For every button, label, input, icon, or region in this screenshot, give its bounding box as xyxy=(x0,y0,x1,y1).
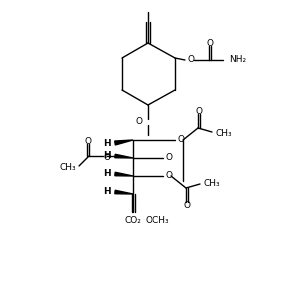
Text: H: H xyxy=(103,138,111,147)
Text: O: O xyxy=(166,153,173,162)
Polygon shape xyxy=(115,140,133,145)
Text: CH₃: CH₃ xyxy=(216,129,233,138)
Text: CH₃: CH₃ xyxy=(59,164,76,173)
Polygon shape xyxy=(115,190,133,194)
Text: CH₃: CH₃ xyxy=(204,179,221,188)
Text: O: O xyxy=(196,107,203,116)
Text: H: H xyxy=(103,151,111,160)
Text: H: H xyxy=(103,188,111,197)
Text: O: O xyxy=(178,135,185,144)
Polygon shape xyxy=(115,172,133,176)
Text: O: O xyxy=(188,56,195,65)
Text: H: H xyxy=(103,169,111,179)
Text: O: O xyxy=(104,153,111,162)
Text: O: O xyxy=(184,201,191,210)
Text: CO₂: CO₂ xyxy=(125,216,141,225)
Text: NH₂: NH₂ xyxy=(229,56,246,65)
Text: O: O xyxy=(207,39,214,47)
Text: O: O xyxy=(136,116,143,125)
Polygon shape xyxy=(115,154,133,158)
Text: O: O xyxy=(166,171,173,180)
Text: O: O xyxy=(84,136,91,146)
Text: OCH₃: OCH₃ xyxy=(145,216,168,225)
